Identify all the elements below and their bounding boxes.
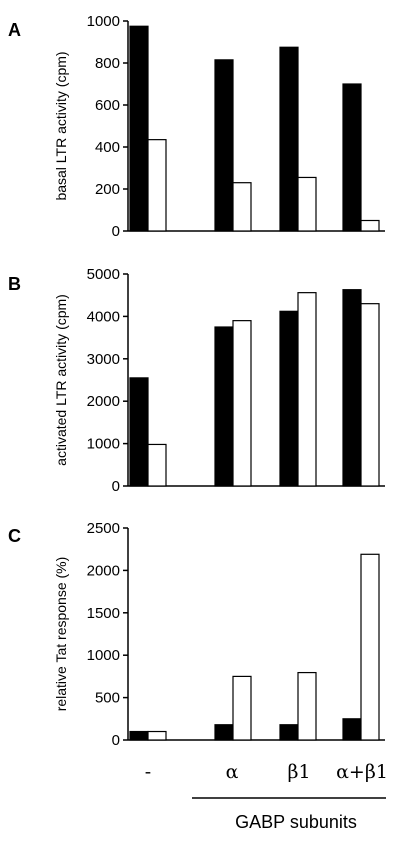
- panel-b-bar-filled-0: [129, 377, 149, 487]
- x-category-label: β1: [287, 761, 310, 783]
- panel-a-letter: A: [8, 20, 21, 40]
- panel-a-bar-open-2: [297, 176, 317, 232]
- panel-c-y-tick-label: 1500: [87, 605, 120, 622]
- panel-c-bar-filled-2: [279, 724, 299, 741]
- panel-b-bar-filled-3: [342, 289, 362, 487]
- panel-b-y-tick-label: 3000: [87, 351, 120, 368]
- panel-c-y-tick-label: 0: [112, 732, 120, 749]
- panel-c-bar-open-3: [360, 553, 380, 741]
- panel-b-bar-open-1: [232, 320, 252, 487]
- panel-b-y-tick-label: 2000: [87, 393, 120, 410]
- panel-c-bar-open-1: [232, 675, 252, 741]
- panel-a-bar-open-0: [147, 139, 167, 232]
- panel-c-bar-open-2: [297, 671, 317, 741]
- panel-c-y-tick-label: 2000: [87, 562, 120, 579]
- x-category-label: α: [226, 761, 239, 783]
- panel-a-bar-open-1: [232, 182, 252, 232]
- panel-c-letter: C: [8, 526, 21, 546]
- panel-c-y-tick-label: 1000: [87, 647, 120, 664]
- panel-b-y-tick-label: 4000: [87, 308, 120, 325]
- panel-b-bar-open-0: [147, 443, 167, 487]
- panel-c-bar-filled-3: [342, 718, 362, 741]
- panel-a-y-tick-label: 600: [95, 97, 120, 114]
- panel-b-bar-open-2: [297, 292, 317, 487]
- panel-a-bar-filled-1: [214, 59, 234, 232]
- panel-a-bar-filled-2: [279, 46, 299, 232]
- panel-b-y-tick-label: 1000: [87, 436, 120, 453]
- panel-a-y-tick-label: 1000: [87, 13, 120, 30]
- panel-c-bar-open-0: [147, 730, 167, 741]
- panel-c-y-tick-label: 2500: [87, 520, 120, 537]
- panel-c-bar-filled-1: [214, 724, 234, 741]
- group-label: GABP subunits: [235, 812, 357, 832]
- panel-c-y-tick-label: 500: [95, 690, 120, 707]
- panel-c-bar-filled-0: [129, 730, 149, 741]
- panel-a-y-tick-label: 0: [112, 223, 120, 240]
- panel-a-y-axis-title: basal LTR activity (cpm): [53, 51, 69, 200]
- panel-b-y-tick-label: 0: [112, 478, 120, 495]
- panel-b-bar-filled-2: [279, 310, 299, 487]
- panel-a-y-tick-label: 200: [95, 181, 120, 198]
- panel-a-y-tick-label: 800: [95, 55, 120, 72]
- x-category-label: -: [145, 761, 151, 783]
- panel-b-y-axis-title: activated LTR activity (cpm): [53, 294, 69, 466]
- panel-c-y-axis-title: relative Tat response (%): [53, 557, 69, 712]
- panel-b-y-tick-label: 5000: [87, 266, 120, 283]
- panel-a-y-tick-label: 400: [95, 139, 120, 156]
- panel-a-bar-open-3: [360, 219, 380, 232]
- panel-b-bar-open-3: [360, 303, 380, 487]
- x-category-label: α+β1: [336, 761, 388, 783]
- panel-a-bar-filled-0: [129, 25, 149, 232]
- panel-b-letter: B: [8, 274, 21, 294]
- panel-b-bar-filled-1: [214, 326, 234, 487]
- panel-a-bar-filled-3: [342, 83, 362, 232]
